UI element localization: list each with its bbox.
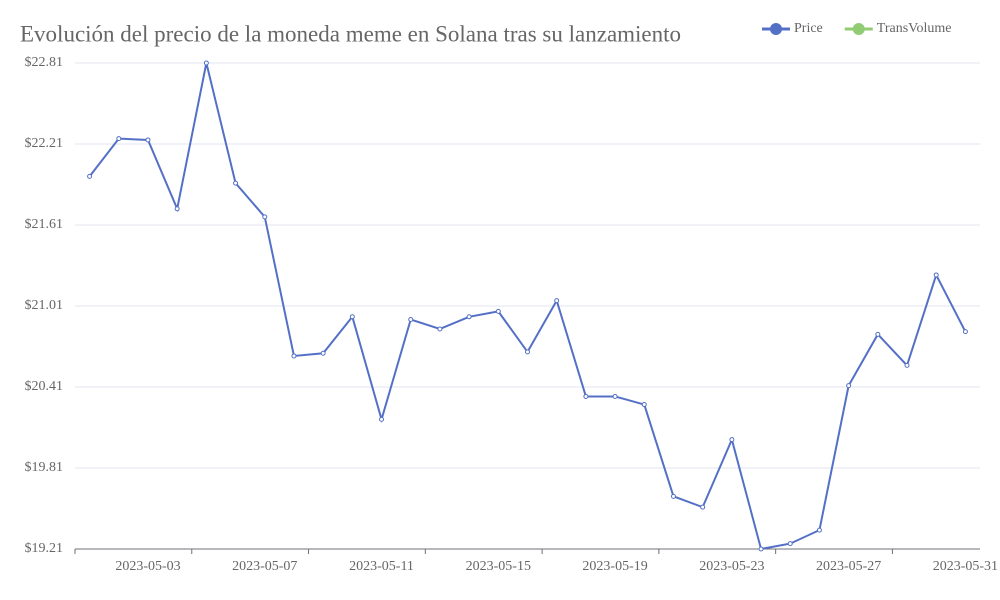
data-point bbox=[641, 402, 647, 408]
data-point bbox=[583, 393, 589, 399]
y-tick-label: $19.21 bbox=[25, 541, 64, 556]
chart-title: Evolución del precio de la moneda meme e… bbox=[20, 21, 681, 46]
data-point bbox=[700, 504, 706, 510]
legend-label: TransVolume bbox=[877, 21, 952, 36]
data-point bbox=[408, 317, 414, 322]
legend-marker bbox=[852, 23, 865, 35]
data-point bbox=[816, 527, 822, 533]
x-tick-label: 2023-05-15 bbox=[466, 559, 531, 574]
x-tick-label: 2023-05-27 bbox=[816, 559, 881, 574]
data-point bbox=[203, 60, 209, 66]
x-tick-label: 2023-05-31 bbox=[933, 559, 998, 574]
data-point bbox=[904, 362, 910, 368]
data-point bbox=[875, 331, 881, 337]
data-point bbox=[525, 349, 530, 355]
y-tick-label: $21.01 bbox=[25, 298, 64, 313]
data-point bbox=[729, 437, 735, 443]
data-point bbox=[291, 353, 297, 359]
data-point bbox=[612, 393, 618, 399]
data-point bbox=[174, 206, 180, 212]
data-point bbox=[87, 173, 93, 179]
data-point bbox=[962, 329, 968, 335]
data-point bbox=[116, 136, 122, 142]
y-tick-label: $21.61 bbox=[25, 217, 64, 232]
y-tick-label: $20.41 bbox=[25, 379, 64, 394]
data-point bbox=[787, 541, 793, 547]
data-point bbox=[670, 493, 676, 499]
data-point bbox=[466, 314, 472, 320]
y-tick-label: $22.81 bbox=[25, 55, 64, 70]
y-tick-label: $22.21 bbox=[25, 136, 64, 151]
y-tick-label: $19.81 bbox=[25, 460, 64, 475]
data-point bbox=[262, 214, 268, 220]
legend-marker bbox=[770, 23, 782, 35]
data-point bbox=[320, 350, 326, 356]
legend-label: Price bbox=[794, 21, 823, 36]
data-point bbox=[437, 326, 443, 332]
data-point bbox=[379, 416, 385, 422]
data-point bbox=[933, 272, 939, 278]
data-point bbox=[145, 137, 151, 143]
x-tick-label: 2023-05-23 bbox=[699, 559, 764, 574]
x-tick-label: 2023-05-19 bbox=[582, 559, 647, 574]
data-point bbox=[846, 383, 852, 389]
data-point bbox=[495, 308, 501, 314]
data-point bbox=[758, 546, 764, 552]
x-tick-label: 2023-05-07 bbox=[232, 559, 297, 574]
data-point bbox=[233, 180, 239, 186]
x-tick-label: 2023-05-03 bbox=[115, 559, 180, 574]
data-point bbox=[349, 314, 355, 320]
x-tick-label: 2023-05-11 bbox=[349, 559, 414, 574]
data-point bbox=[554, 298, 560, 304]
